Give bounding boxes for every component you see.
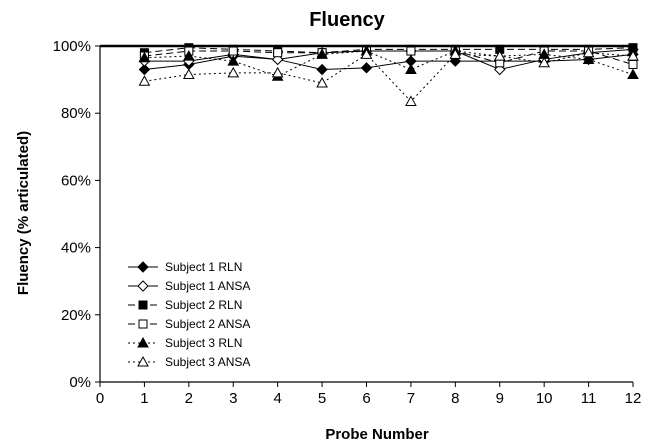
legend-marker bbox=[137, 280, 149, 292]
data-point bbox=[582, 53, 595, 64]
legend-label: Subject 2 RLN bbox=[165, 298, 242, 312]
legend-label: Subject 3 ANSA bbox=[165, 355, 250, 369]
legend-item: Subject 1 ANSA bbox=[128, 279, 250, 293]
x-tick-label: 10 bbox=[536, 390, 553, 407]
y-tick-label: 80% bbox=[61, 105, 91, 122]
x-tick-label: 0 bbox=[96, 390, 104, 407]
legend-marker bbox=[138, 319, 148, 329]
data-point bbox=[316, 63, 328, 76]
legend-label: Subject 3 RLN bbox=[165, 336, 242, 350]
axes bbox=[99, 44, 633, 383]
x-tick-label: 8 bbox=[451, 390, 459, 407]
series-line bbox=[144, 53, 634, 71]
x-tick-label: 9 bbox=[496, 390, 504, 407]
legend-label: Subject 1 ANSA bbox=[165, 279, 250, 293]
x-ticks: 0 1 2 3 4 5 6 7 8 9 10 11 12 bbox=[96, 382, 642, 407]
x-tick-label: 11 bbox=[581, 390, 597, 407]
legend-marker bbox=[137, 355, 149, 367]
data-point bbox=[627, 68, 639, 80]
x-tick-label: 7 bbox=[407, 390, 415, 407]
series-line bbox=[144, 52, 634, 103]
legend-item: Subject 3 RLN bbox=[128, 336, 242, 350]
chart-title: Fluency bbox=[309, 9, 385, 31]
data-point bbox=[227, 55, 240, 66]
data-point bbox=[227, 66, 240, 78]
data-point bbox=[582, 46, 595, 58]
x-tick-label: 5 bbox=[318, 390, 326, 407]
legend-marker bbox=[138, 300, 148, 310]
series-4 bbox=[139, 46, 638, 69]
x-tick-label: 3 bbox=[229, 390, 237, 407]
x-tick-label: 6 bbox=[362, 390, 370, 407]
data-point bbox=[138, 51, 151, 63]
data-point bbox=[316, 48, 328, 59]
data-point bbox=[228, 46, 238, 56]
y-ticks: 0% 20% 40% 60% 80% 100% bbox=[53, 38, 100, 391]
series-line bbox=[144, 47, 634, 54]
legend-label: Subject 2 ANSA bbox=[165, 317, 250, 331]
data-point bbox=[182, 68, 195, 80]
data-point bbox=[360, 62, 373, 74]
series-line bbox=[144, 50, 634, 65]
series-line bbox=[144, 50, 634, 77]
legend-item: Subject 2 ANSA bbox=[128, 317, 250, 331]
data-point bbox=[138, 75, 151, 86]
legend-label: Subject 1 RLN bbox=[165, 260, 242, 274]
y-tick-label: 0% bbox=[69, 374, 91, 391]
legend-marker bbox=[137, 336, 149, 348]
data-point bbox=[406, 46, 416, 56]
legend-item: Subject 2 RLN bbox=[128, 298, 242, 312]
series-6 bbox=[138, 46, 639, 106]
data-point bbox=[273, 48, 283, 58]
legend-marker bbox=[137, 261, 149, 273]
y-tick-label: 20% bbox=[61, 307, 91, 324]
data-point bbox=[405, 95, 417, 106]
x-tick-label: 2 bbox=[185, 390, 193, 407]
y-tick-label: 60% bbox=[61, 172, 91, 189]
data-point bbox=[628, 59, 638, 69]
y-tick-label: 40% bbox=[61, 240, 91, 257]
series-layer bbox=[138, 43, 639, 106]
x-tick-label: 12 bbox=[625, 390, 642, 407]
data-point bbox=[138, 63, 151, 76]
data-point bbox=[182, 50, 195, 61]
x-tick-label: 4 bbox=[273, 390, 281, 407]
data-point bbox=[271, 66, 284, 78]
series-1 bbox=[138, 48, 639, 76]
legend: Subject 1 RLN Subject 1 ANSA Subject 2 RLN… bbox=[128, 260, 250, 369]
data-point bbox=[449, 48, 462, 59]
data-point bbox=[538, 56, 551, 68]
data-point bbox=[627, 50, 639, 61]
legend-item: Subject 3 ANSA bbox=[128, 355, 250, 369]
x-tick-label: 1 bbox=[140, 390, 148, 407]
x-axis-label: Probe Number bbox=[325, 426, 429, 443]
data-point bbox=[493, 50, 506, 61]
y-axis-label: Fluency (% articulated) bbox=[15, 131, 32, 295]
series-5 bbox=[138, 45, 639, 81]
y-tick-label: 100% bbox=[53, 38, 91, 55]
data-point bbox=[316, 76, 328, 88]
data-point bbox=[360, 48, 373, 59]
data-point bbox=[405, 63, 417, 75]
legend-item: Subject 1 RLN bbox=[128, 260, 242, 274]
